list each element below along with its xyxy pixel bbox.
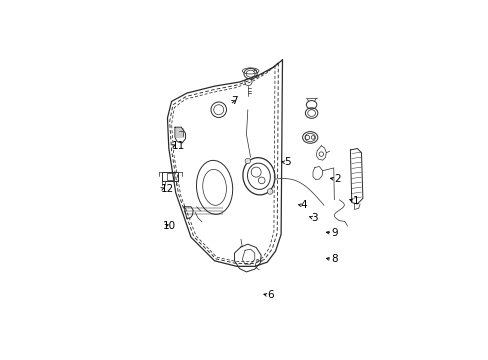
Text: 1: 1 bbox=[352, 196, 359, 206]
Text: 12: 12 bbox=[160, 184, 173, 194]
Circle shape bbox=[244, 158, 250, 164]
Text: 2: 2 bbox=[333, 174, 340, 184]
Text: 10: 10 bbox=[163, 221, 176, 231]
Text: 4: 4 bbox=[300, 201, 306, 210]
Text: 9: 9 bbox=[330, 228, 337, 238]
Circle shape bbox=[267, 189, 272, 194]
Text: 3: 3 bbox=[311, 213, 318, 223]
Text: 6: 6 bbox=[267, 291, 273, 301]
Text: 8: 8 bbox=[330, 255, 337, 264]
Text: 5: 5 bbox=[284, 157, 290, 167]
Text: 11: 11 bbox=[171, 141, 184, 151]
Text: 7: 7 bbox=[231, 96, 237, 107]
